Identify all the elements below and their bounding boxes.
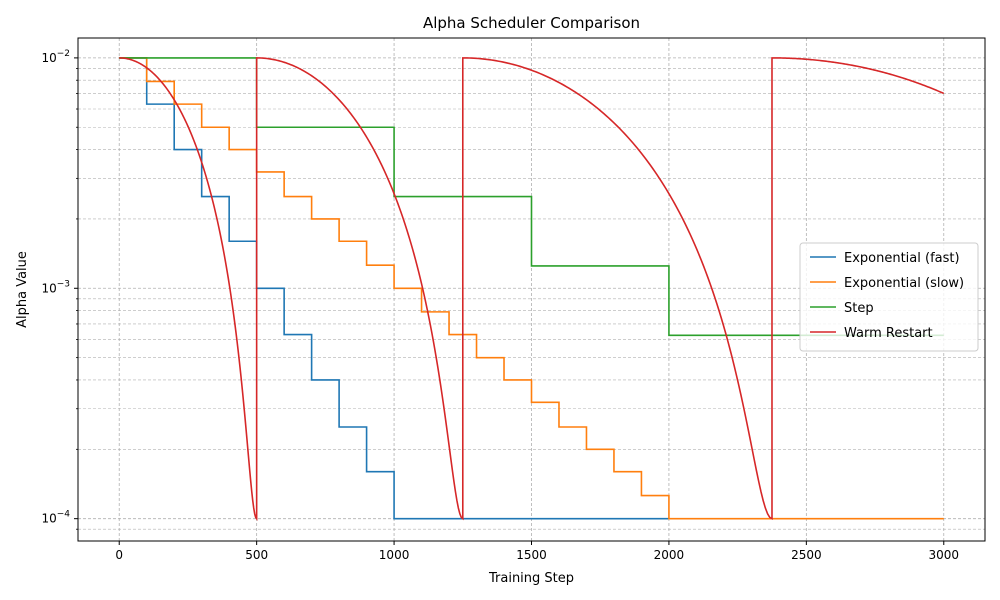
legend-box bbox=[799, 242, 979, 352]
legend-label: Step bbox=[844, 301, 874, 316]
x-tick-label: 1500 bbox=[516, 548, 547, 562]
series-group bbox=[119, 57, 945, 521]
y-axis-title: Alpha Value bbox=[15, 251, 30, 328]
legend: Exponential (fast) Exponential (slow) Step… bbox=[799, 242, 979, 352]
ticks: 0 500 1000 1500 2000 2500 3000 10−4 10−3 10−2 bbox=[41, 49, 959, 562]
series-line-exponential-fast bbox=[119, 57, 669, 520]
x-tick-label: 2500 bbox=[791, 548, 822, 562]
legend-label: Exponential (fast) bbox=[844, 251, 960, 266]
legend-label: Exponential (slow) bbox=[844, 276, 964, 291]
chart-title: Alpha Scheduler Comparison bbox=[423, 14, 640, 32]
y-tick-label: 10−4 bbox=[41, 510, 70, 526]
series-line-exponential-slow bbox=[119, 57, 944, 520]
legend-label: Warm Restart bbox=[844, 326, 933, 341]
x-axis-title: Training Step bbox=[488, 571, 574, 586]
x-tick-label: 3000 bbox=[928, 548, 959, 562]
x-tick-label: 1000 bbox=[379, 548, 410, 562]
x-tick-label: 0 bbox=[115, 548, 123, 562]
y-tick-label: 10−3 bbox=[41, 279, 70, 295]
y-tick-label: 10−2 bbox=[41, 49, 70, 65]
x-tick-label: 500 bbox=[245, 548, 268, 562]
series-line-warm-restart bbox=[119, 57, 945, 521]
x-tick-label: 2000 bbox=[654, 548, 685, 562]
